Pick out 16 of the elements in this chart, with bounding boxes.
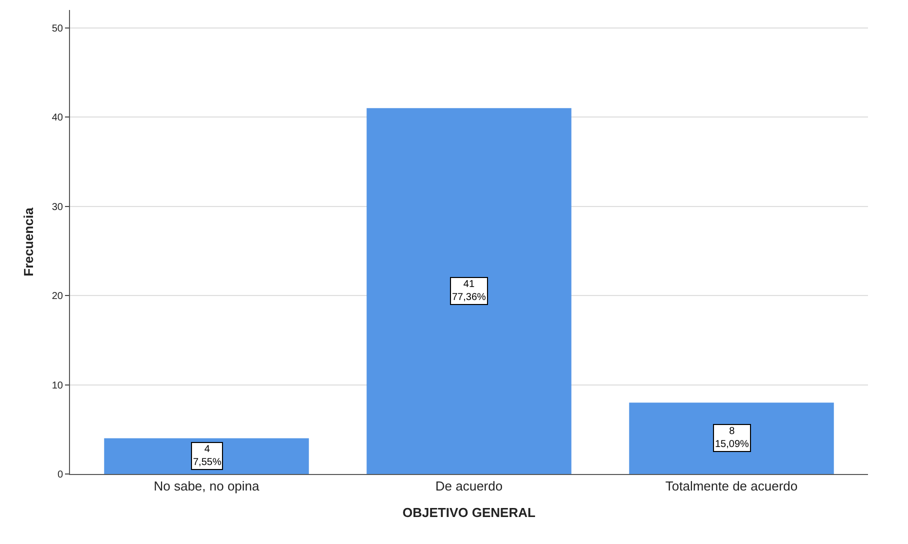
y-tick-label: 20	[52, 291, 64, 302]
data-label: 41 77,36%	[452, 279, 486, 303]
y-tick-label: 10	[52, 380, 64, 392]
x-tick-label: No sabe, no opina	[154, 478, 260, 494]
y-axis-title: Frecuencia	[20, 206, 36, 276]
data-label: 8 15,09%	[715, 426, 750, 450]
x-tick-label: De acuerdo	[435, 478, 503, 494]
y-tick-label: 50	[52, 23, 64, 34]
x-axis-title: OBJETIVO GENERAL	[402, 505, 536, 520]
y-tick-label: 30	[52, 202, 64, 213]
data-label: 4 7,55%	[193, 444, 222, 468]
bar	[629, 402, 834, 474]
y-tick-label: 40	[52, 112, 64, 124]
x-tick-label: Totalmente de acuerdo	[665, 478, 798, 494]
y-tick-label: 0	[57, 470, 64, 480]
bar	[366, 108, 572, 474]
